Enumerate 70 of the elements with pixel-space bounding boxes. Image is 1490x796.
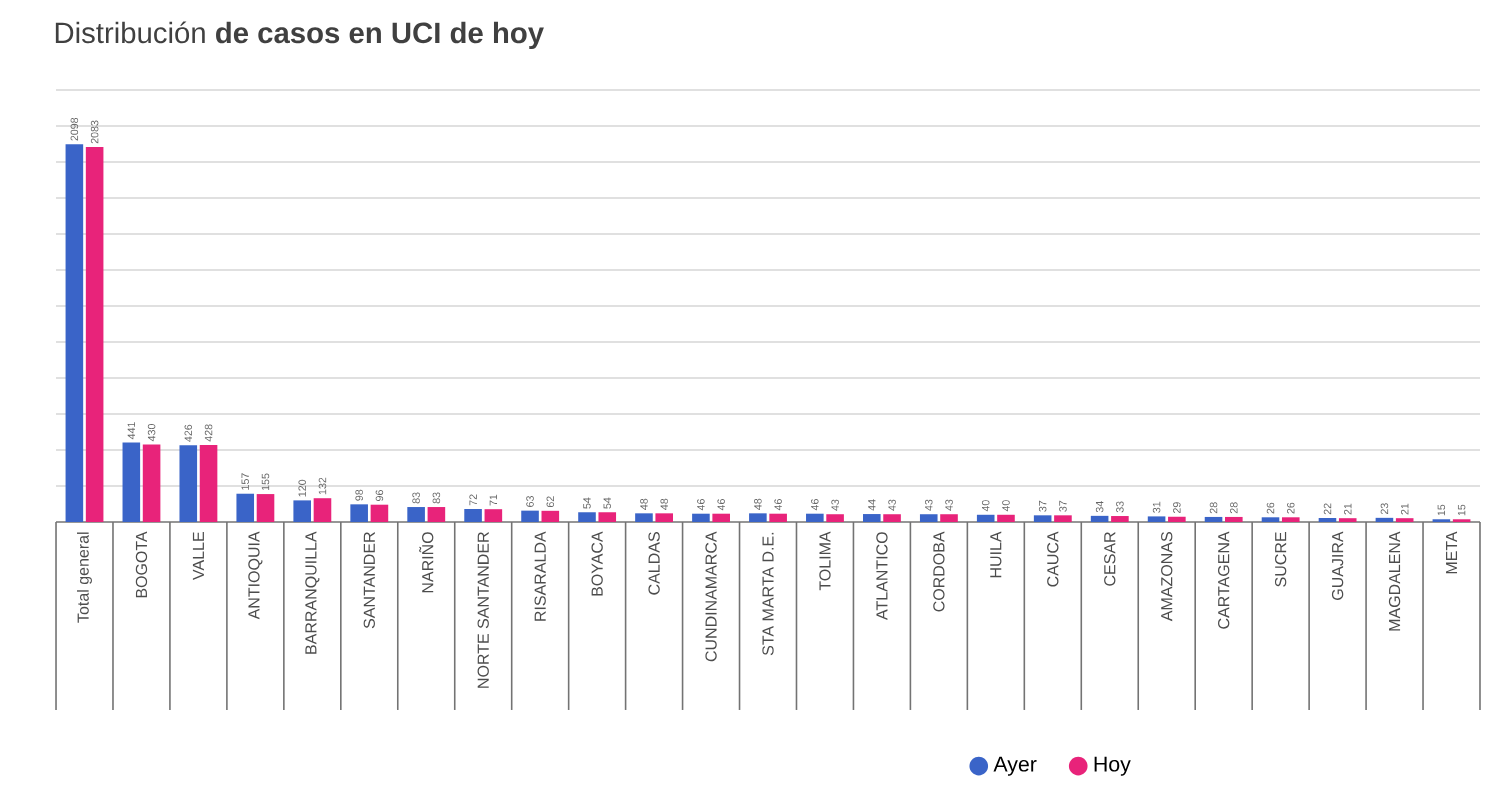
bar	[293, 500, 311, 522]
x-tick-label: CESAR	[1104, 532, 1116, 586]
bar	[350, 504, 368, 522]
bar	[407, 507, 425, 522]
bar	[1090, 515, 1109, 522]
bar	[484, 509, 503, 522]
bar	[1033, 515, 1052, 522]
bar	[65, 144, 84, 522]
bar	[919, 514, 938, 522]
bar	[1225, 516, 1243, 522]
bar	[464, 509, 482, 522]
bar	[712, 513, 730, 522]
legend-label: Hoy	[1094, 756, 1131, 776]
bar	[256, 494, 275, 522]
x-tick-label: CARTAGENA	[1218, 531, 1230, 629]
bar	[142, 444, 161, 522]
bar	[1204, 516, 1223, 522]
bar	[826, 514, 844, 522]
bar	[179, 445, 198, 522]
x-tick-label: ATLANTICO	[876, 532, 888, 620]
x-tick-label: CORDOBA	[933, 531, 945, 612]
bar	[883, 514, 901, 522]
x-tick-label: META	[1446, 531, 1458, 574]
x-tick-label: SUCRE	[1274, 532, 1287, 587]
bar	[313, 498, 332, 522]
x-tick-label: CAUCA	[1047, 531, 1059, 587]
bar	[199, 444, 218, 522]
x-tick-label: Total general	[77, 532, 92, 623]
x-tick-label: BARRANQUILLA	[305, 531, 320, 654]
bar	[749, 513, 767, 522]
x-tick-label: HUILA	[990, 531, 1002, 578]
bar	[1054, 515, 1072, 522]
bar	[427, 507, 446, 522]
x-tick-label: RISARALDA	[534, 531, 546, 621]
bar	[578, 512, 596, 522]
chart-title: Distribución de casos en UCI de hoy	[55, 21, 544, 50]
x-tick-label: CALDAS	[648, 532, 660, 595]
bar	[541, 510, 560, 522]
bar	[1111, 516, 1129, 522]
bar	[769, 513, 787, 522]
bar	[598, 512, 617, 522]
bar	[635, 513, 653, 522]
bar	[1168, 516, 1186, 522]
x-tick-label: BOGOTA	[135, 531, 148, 598]
x-tick-label: TOLIMA	[819, 531, 831, 591]
bar	[370, 504, 389, 522]
legend-label: Ayer	[993, 756, 1037, 776]
bar	[236, 493, 255, 522]
bar	[940, 514, 958, 522]
bar	[806, 513, 824, 522]
x-tick-label: AMAZONAS	[1161, 532, 1173, 622]
x-tick-label: SANTANDER	[363, 532, 375, 629]
x-tick-label: GUAJIRA	[1331, 531, 1344, 600]
x-tick-label: ANTIOQUIA	[248, 531, 263, 620]
bar	[521, 510, 539, 522]
x-tick-label: CUNDINAMARCA	[705, 531, 717, 662]
bar	[85, 147, 104, 522]
bar	[863, 514, 881, 522]
bar	[997, 514, 1015, 522]
x-tick-label: NORTE SANTANDER	[477, 532, 489, 688]
bar	[122, 442, 141, 522]
x-tick-label: NARIÑO	[419, 532, 434, 593]
x-tick-label: STA MARTA D.E.	[762, 532, 774, 656]
x-tick-label: BOYACA	[591, 531, 603, 596]
bar	[976, 514, 995, 522]
x-tick-label: MAGDALENA	[1388, 531, 1401, 631]
bar	[692, 513, 710, 522]
bar	[655, 513, 674, 522]
bar	[1147, 516, 1166, 522]
x-tick-label: VALLE	[192, 532, 204, 580]
